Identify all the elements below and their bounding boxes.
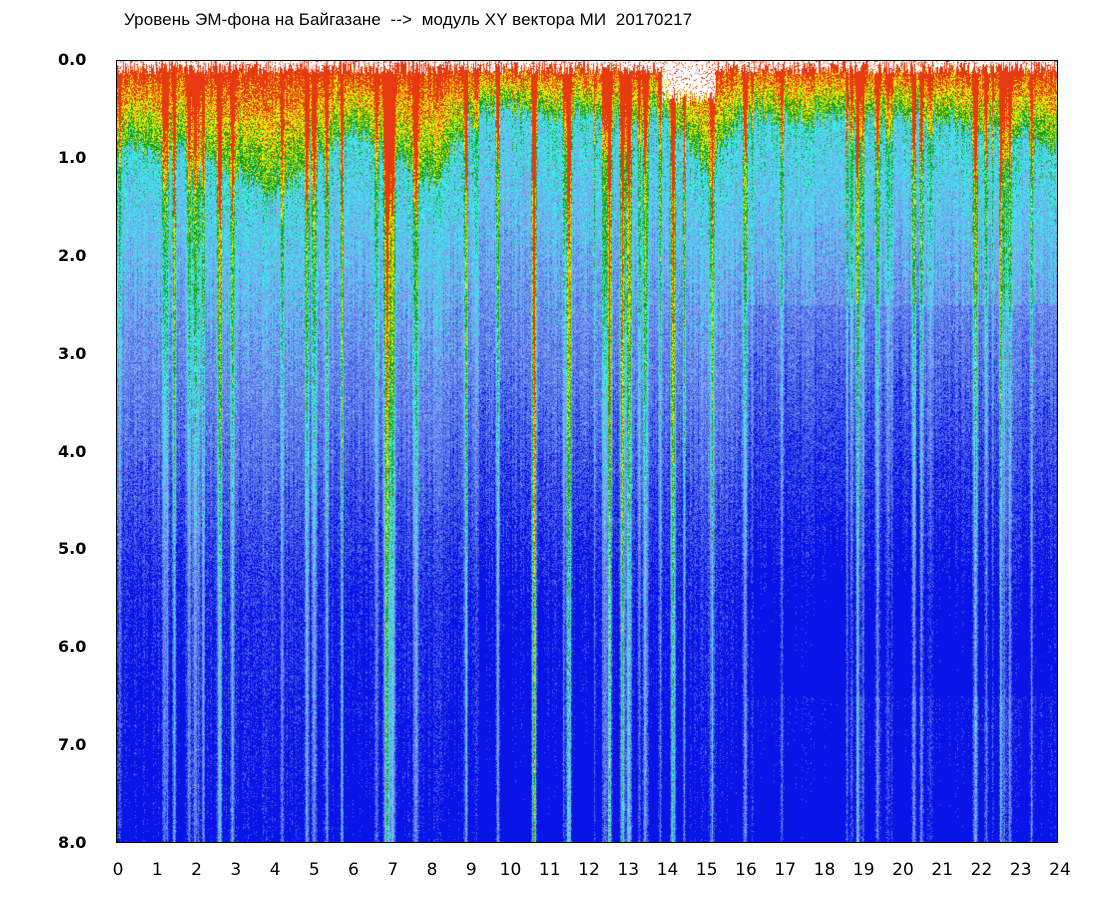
x-tick-label: 17: [774, 860, 797, 880]
x-tick-label: 19: [852, 860, 875, 880]
y-tick-label: 7.0: [58, 735, 87, 755]
x-tick-label: 10: [499, 860, 522, 880]
x-tick-label: 24: [1049, 860, 1071, 880]
x-tick-label: 3: [230, 860, 242, 880]
y-tick-label: 4.0: [58, 441, 87, 461]
y-tick-label: 0.0: [58, 50, 87, 69]
x-tick-label: 13: [617, 860, 640, 880]
x-tick-label: 23: [1009, 860, 1032, 880]
x-tick-label: 8: [426, 860, 438, 880]
x-tick-label: 14: [656, 860, 679, 880]
x-tick-label: 15: [695, 860, 718, 880]
x-tick-label: 1: [151, 860, 163, 880]
x-tick-label: 0: [112, 860, 124, 880]
heatmap-plot-area: [116, 60, 1058, 843]
chart-title: Уровень ЭМ-фона на Байгазане --> модуль …: [124, 10, 693, 29]
y-tick-label: 5.0: [58, 539, 87, 559]
x-tick-label: 20: [892, 860, 914, 880]
x-tick-label: 2: [191, 860, 202, 880]
x-tick-label: 9: [465, 860, 477, 880]
x-tick-label: 7: [387, 860, 399, 880]
y-tick-label: 1.0: [58, 147, 87, 167]
x-tick-label: 6: [348, 860, 359, 880]
y-tick-label: 8.0: [58, 833, 87, 852]
x-tick-label: 21: [931, 860, 954, 880]
y-tick-label: 6.0: [58, 637, 87, 657]
x-tick-label: 18: [813, 860, 836, 880]
y-tick-label: 3.0: [58, 343, 87, 363]
x-tick-label: 11: [538, 860, 561, 880]
x-tick-label: 22: [970, 860, 993, 880]
y-tick-label: 2.0: [58, 245, 87, 265]
x-tick-label: 4: [269, 860, 281, 880]
heatmap-canvas: [117, 61, 1057, 842]
x-tick-label: 16: [735, 860, 757, 880]
x-tick-label: 5: [308, 860, 320, 880]
x-tick-label: 12: [578, 860, 600, 880]
